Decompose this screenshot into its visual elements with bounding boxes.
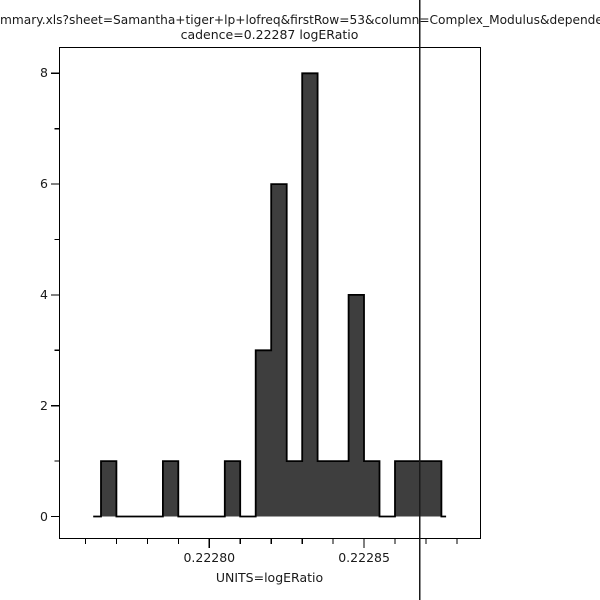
x-tick-label-022280: 0.22280 <box>183 550 236 565</box>
x-tick-label-022285: 0.22285 <box>338 550 390 565</box>
y-tick-label-0: 0 <box>40 508 48 524</box>
chart-title-line1: mmary.xls?sheet=Samantha+tiger+lp+lofreq… <box>0 13 600 27</box>
y-tick-label-8: 8 <box>40 65 48 81</box>
x-axis-label: UNITS=logERatio <box>215 570 324 585</box>
y-tick-label-4: 4 <box>40 286 48 302</box>
chart-title-line2: cadence=0.22287 logERatio <box>180 26 359 42</box>
histogram-bars <box>93 72 447 518</box>
plot-border <box>58 46 482 540</box>
y-tick-label-6: 6 <box>40 176 48 192</box>
y-tick-label-2: 2 <box>40 397 48 413</box>
